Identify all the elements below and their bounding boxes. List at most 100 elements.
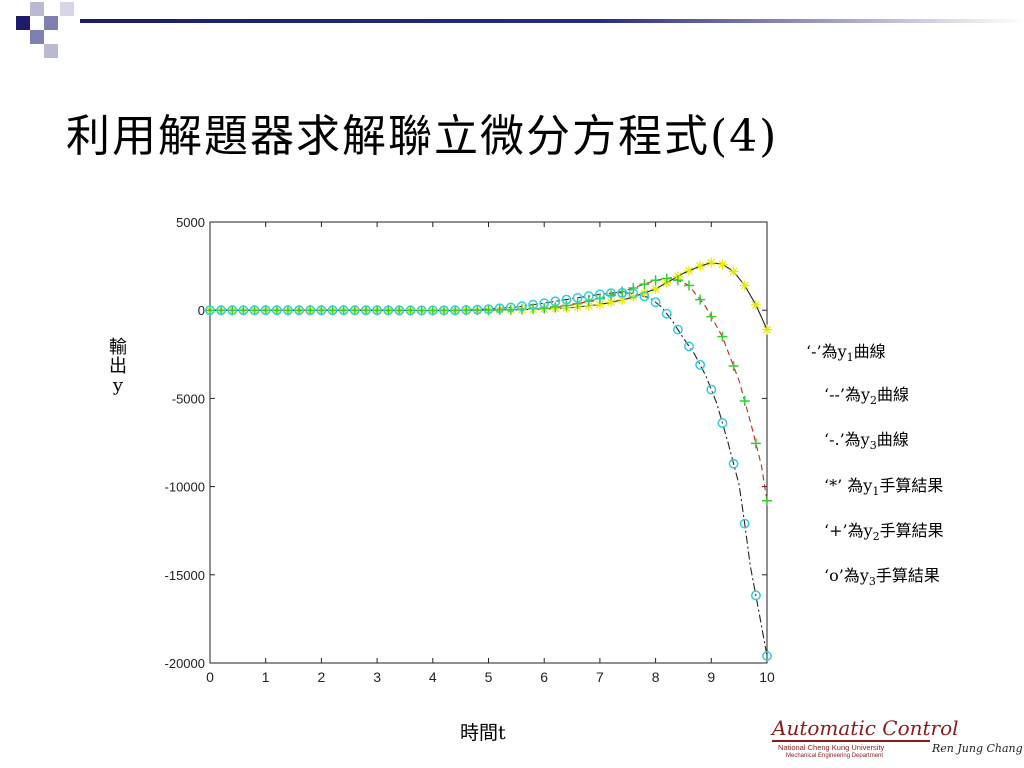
x-tick-label: 1 — [262, 669, 270, 685]
marker-y2 — [405, 305, 416, 316]
marker-y2 — [305, 305, 316, 316]
marker-y2 — [717, 331, 728, 342]
series-markers — [205, 257, 772, 661]
marker-y3 — [372, 305, 383, 316]
marker-y1 — [750, 299, 761, 310]
marker-y3 — [650, 297, 661, 308]
marker-y1 — [739, 280, 750, 291]
legend-item: ‘-’為y1曲線 — [806, 342, 886, 365]
x-tick-label: 2 — [318, 669, 326, 685]
marker-y2 — [238, 305, 249, 316]
marker-y2 — [216, 305, 227, 316]
marker-y3 — [216, 305, 227, 316]
marker-y1 — [628, 291, 639, 302]
marker-y3 — [606, 288, 616, 299]
legend-notes: ‘-’為y1曲線 ‘--’為y2曲線 ‘-.’為y3曲線 ‘*’ 為y1手算結果… — [806, 338, 986, 607]
marker-y3 — [762, 650, 772, 661]
logo-underline — [772, 740, 930, 742]
x-tick-label: 4 — [429, 669, 437, 685]
marker-y1 — [706, 257, 717, 268]
legend-item: ‘-.’為y3曲線 — [824, 430, 909, 453]
marker-y2 — [327, 305, 338, 316]
marker-y1 — [717, 259, 728, 270]
marker-y3 — [628, 288, 639, 299]
marker-y3 — [205, 305, 215, 316]
legend-item: ‘--’為y2曲線 — [824, 385, 910, 408]
marker-y3 — [695, 359, 706, 370]
marker-y1 — [606, 297, 617, 308]
marker-y3 — [528, 299, 539, 310]
logo-title: Automatic Control — [772, 716, 959, 740]
marker-y2 — [349, 305, 360, 316]
marker-y2 — [205, 305, 215, 316]
marker-y2 — [282, 305, 293, 316]
marker-y2 — [572, 298, 583, 309]
logo-department: Mechanical Engineering Department — [786, 753, 884, 759]
marker-y2 — [583, 296, 594, 307]
marker-y1 — [617, 294, 628, 305]
marker-y2 — [672, 275, 683, 286]
x-tick-label: 7 — [596, 669, 604, 685]
slide-title: 利用解題器求解聯立微分方程式(4) — [66, 111, 779, 162]
marker-y3 — [583, 291, 594, 302]
marker-y1 — [650, 284, 661, 295]
marker-y3 — [260, 305, 271, 316]
marker-y3 — [684, 341, 694, 352]
marker-y2 — [271, 305, 282, 316]
marker-y1 — [695, 261, 706, 272]
marker-y3 — [483, 304, 494, 315]
marker-y3 — [717, 418, 728, 429]
y-tick-label: -15000 — [165, 568, 205, 583]
y-tick-label: -5000 — [172, 391, 205, 406]
marker-y2 — [728, 361, 739, 372]
marker-y2 — [394, 305, 405, 316]
marker-y2 — [739, 396, 750, 407]
logo-university: National Cheng Kung University — [778, 743, 885, 752]
marker-y3 — [271, 305, 282, 316]
header-bar — [80, 19, 1024, 23]
marker-y3 — [639, 291, 650, 302]
marker-y2 — [762, 495, 772, 506]
marker-y2 — [338, 305, 349, 316]
y-tick-label: 0 — [198, 303, 205, 318]
marker-y3 — [383, 305, 394, 316]
marker-y3 — [394, 305, 405, 316]
marker-y3 — [283, 305, 293, 316]
marker-y3 — [539, 298, 550, 309]
marker-y3 — [494, 303, 505, 314]
marker-y2 — [294, 305, 305, 316]
x-tick-label: 3 — [373, 669, 381, 685]
marker-y3 — [238, 305, 249, 316]
plot-frame — [209, 221, 768, 664]
marker-y3 — [739, 518, 750, 529]
marker-y2 — [695, 294, 706, 305]
marker-y1 — [762, 324, 772, 335]
marker-y2 — [684, 280, 695, 291]
marker-y3 — [706, 384, 717, 395]
y-tick-label: 5000 — [176, 215, 205, 230]
marker-y3 — [594, 289, 605, 300]
marker-y3 — [405, 305, 416, 316]
marker-y2 — [661, 273, 672, 284]
x-tick-label: 9 — [707, 669, 715, 685]
axis-ticks: 0 1 2 3 4 5 6 7 8 9 10 5000 0 -5000 -10000 -15000 -20000 — [165, 215, 775, 685]
marker-y1 — [728, 266, 739, 277]
marker-y3 — [227, 305, 238, 316]
marker-y2 — [227, 305, 238, 316]
marker-y3 — [472, 304, 483, 315]
marker-y2 — [372, 305, 383, 316]
marker-y3 — [505, 302, 516, 313]
x-tick-label: 6 — [540, 669, 548, 685]
legend-item: ‘o’為y3手算結果 — [824, 565, 940, 589]
marker-y2 — [650, 275, 661, 286]
marker-y3 — [316, 305, 327, 316]
marker-y3 — [416, 305, 427, 316]
marker-y2 — [561, 300, 572, 311]
legend-item: ‘+’為y2手算結果 — [824, 520, 944, 543]
marker-y2 — [249, 305, 260, 316]
marker-y3 — [661, 308, 672, 319]
marker-y2 — [260, 305, 271, 316]
marker-y3 — [750, 590, 761, 601]
marker-y3 — [550, 296, 561, 307]
logo-author: Ren Jung Chang — [932, 742, 1023, 755]
